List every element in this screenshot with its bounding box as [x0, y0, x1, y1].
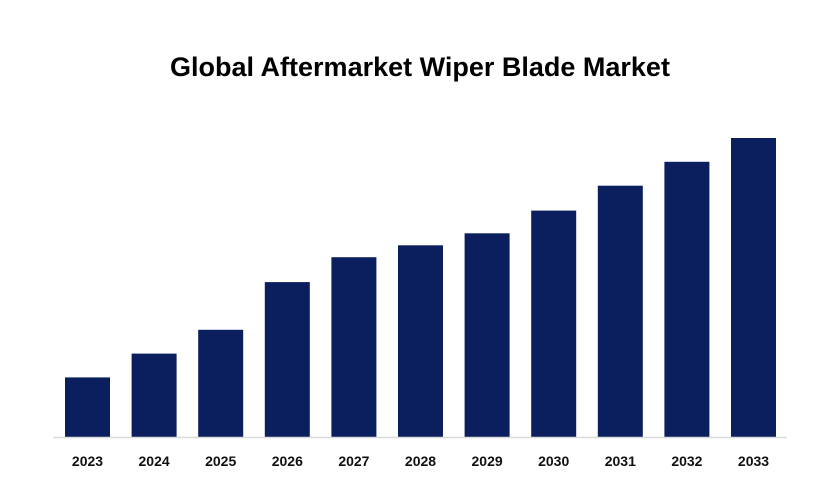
bar-2028	[398, 245, 443, 438]
bar-2030	[531, 210, 577, 437]
bar-2031	[597, 185, 643, 437]
bar-2032	[664, 161, 710, 438]
x-tick-label-2030: 2030	[538, 453, 569, 469]
x-tick-label-2026: 2026	[272, 453, 303, 469]
x-tick-label-2025: 2025	[205, 453, 236, 469]
bar-2027	[331, 257, 377, 437]
x-tick-labels: 2023 2024 2025 2026 2027 2028 2029 2030 2031 2032…	[72, 453, 769, 469]
bar-2029	[464, 233, 510, 437]
x-tick-label-2023: 2023	[72, 453, 103, 469]
x-tick-label-2033: 2033	[738, 453, 769, 469]
x-tick-label-2024: 2024	[139, 453, 170, 469]
x-tick-label-2028: 2028	[405, 453, 436, 469]
chart-title: Global Aftermarket Wiper Blade Market	[170, 52, 670, 82]
x-tick-label-2032: 2032	[671, 453, 702, 469]
bar-2023	[65, 377, 110, 437]
x-tick-label-2029: 2029	[472, 453, 503, 469]
bar-2033	[731, 138, 776, 437]
bar-2025	[198, 329, 244, 437]
bar-2026	[264, 282, 310, 437]
bars-group	[65, 138, 776, 438]
x-tick-label-2031: 2031	[605, 453, 636, 469]
x-tick-label-2027: 2027	[338, 453, 369, 469]
bar-2024	[131, 353, 177, 437]
